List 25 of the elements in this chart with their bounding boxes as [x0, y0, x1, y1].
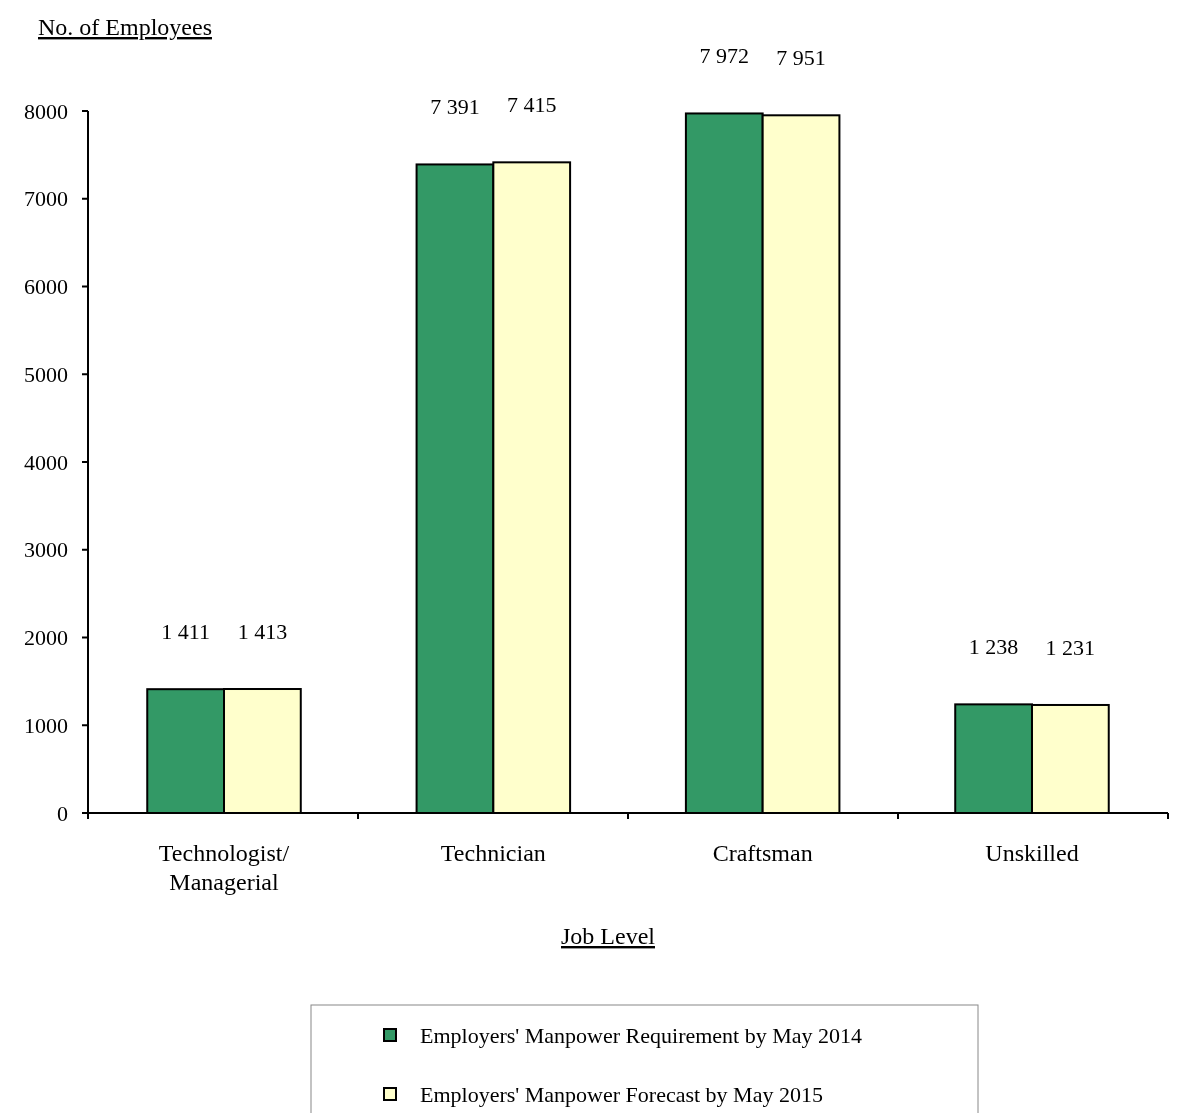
y-tick-label: 6000	[24, 274, 68, 300]
y-tick-label: 8000	[24, 98, 68, 124]
data-label: 1 238	[968, 634, 1019, 660]
y-tick-label: 5000	[24, 361, 68, 387]
x-tick-label: Technician	[440, 840, 546, 866]
legend-label: Employers' Manpower Requirement by May 2014	[420, 1022, 863, 1048]
legend-label: Employers' Manpower Forecast by May 2015	[420, 1081, 823, 1107]
data-label: 1 231	[1045, 634, 1096, 660]
x-tick-label: Unskilled	[985, 840, 1079, 866]
data-label: 7 391	[430, 94, 480, 120]
y-axis-title: No. of Employees	[38, 14, 212, 40]
data-label: 1 411	[161, 619, 210, 645]
x-tick-label: Craftsman	[712, 840, 813, 866]
y-tick-label: 1000	[24, 712, 68, 738]
y-tick-label: 2000	[24, 625, 68, 651]
x-tick-label: Technologist/ Managerial	[158, 840, 290, 895]
data-label: 7 972	[699, 43, 750, 69]
x-axis-title: Job Level	[561, 923, 656, 949]
data-label: 7 951	[776, 45, 826, 71]
y-tick-label: 7000	[24, 186, 68, 212]
data-label: 1 413	[237, 619, 288, 645]
y-tick-label: 4000	[24, 449, 68, 475]
y-tick-label: 3000	[24, 537, 68, 563]
data-label: 7 415	[506, 92, 557, 118]
y-tick-label: 0	[57, 800, 68, 826]
